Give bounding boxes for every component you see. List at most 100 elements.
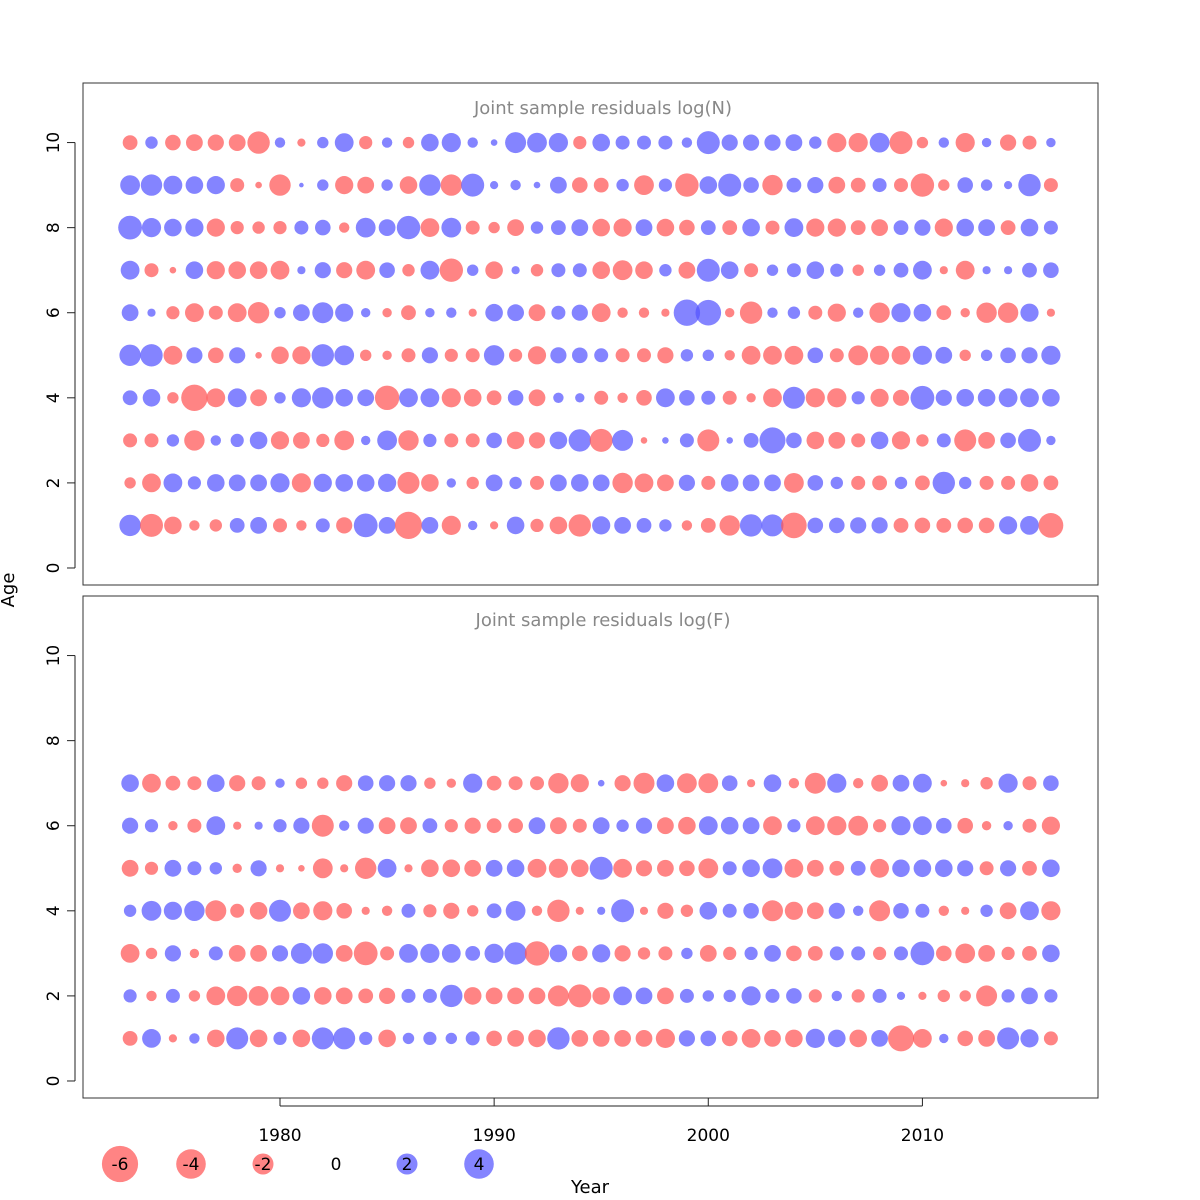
residual-bubble xyxy=(938,137,949,148)
residual-bubble xyxy=(830,476,843,490)
residual-bubble xyxy=(421,474,439,492)
residual-bubble xyxy=(700,1030,717,1047)
residual-bubble xyxy=(830,263,844,277)
residual-bubble xyxy=(140,513,163,537)
residual-bubble xyxy=(1000,860,1017,877)
residual-bubble xyxy=(681,137,693,148)
residual-bubble xyxy=(168,821,178,831)
residual-bubble xyxy=(290,942,312,964)
residual-bubble xyxy=(786,945,802,962)
residual-bubble xyxy=(467,905,479,917)
residual-bubble xyxy=(999,516,1018,535)
residual-bubble xyxy=(189,948,200,959)
residual-bubble xyxy=(784,218,804,238)
residual-bubble xyxy=(315,219,331,236)
residual-bubble xyxy=(400,775,417,792)
residual-bubble xyxy=(184,900,205,921)
residual-bubble xyxy=(187,861,202,876)
residual-bubble xyxy=(916,136,929,149)
residual-bubble xyxy=(550,347,567,364)
residual-bubble xyxy=(378,1029,396,1048)
residual-bubble xyxy=(207,774,225,792)
residual-bubble xyxy=(227,388,247,408)
residual-bubble xyxy=(871,774,888,792)
residual-bubble xyxy=(297,138,306,147)
residual-bubble xyxy=(446,778,456,788)
residual-bubble xyxy=(782,386,805,409)
residual-bubble xyxy=(163,901,182,920)
residual-bubble xyxy=(142,773,161,793)
residual-bubble xyxy=(1022,135,1037,150)
residual-bubble xyxy=(208,305,223,320)
residual-bubble xyxy=(702,990,714,1002)
residual-bubble xyxy=(232,863,242,873)
residual-bubble xyxy=(914,219,931,236)
residual-bubble xyxy=(163,175,183,195)
residual-bubble xyxy=(440,174,462,196)
residual-bubble xyxy=(960,308,970,318)
residual-bubble xyxy=(205,900,227,922)
residual-bubble xyxy=(1038,513,1064,538)
residual-bubble xyxy=(361,435,371,446)
residual-bubble xyxy=(206,388,226,408)
residual-bubble xyxy=(573,136,587,150)
residual-bubble xyxy=(635,987,653,1005)
residual-bubble xyxy=(661,308,670,317)
residual-bubble xyxy=(869,132,890,153)
residual-bubble xyxy=(402,1032,415,1045)
residual-bubble xyxy=(184,430,205,451)
residual-bubble xyxy=(848,133,868,153)
residual-bubble xyxy=(662,437,669,444)
residual-bubble xyxy=(485,261,503,280)
residual-bubble xyxy=(894,178,908,193)
residual-bubble xyxy=(656,388,675,408)
residual-bubble xyxy=(568,429,591,452)
residual-bubble xyxy=(446,478,456,488)
residual-bubble xyxy=(249,261,268,280)
residual-bubble xyxy=(227,303,247,323)
residual-bubble xyxy=(936,945,952,962)
residual-bubble xyxy=(254,821,263,830)
residual-bubble xyxy=(957,177,973,193)
residual-bubble xyxy=(292,987,311,1005)
residual-bubble xyxy=(592,474,610,492)
residual-bubble xyxy=(463,773,483,793)
residual-bubble xyxy=(787,819,801,833)
residual-bubble xyxy=(142,389,161,407)
residual-bubble xyxy=(614,945,631,962)
residual-bubble xyxy=(981,821,992,831)
y-tick-label: 6 xyxy=(44,820,64,831)
residual-bubble xyxy=(164,945,181,962)
residual-bubble xyxy=(1000,220,1016,236)
residual-bubble xyxy=(762,174,783,196)
residual-bubble xyxy=(699,902,718,920)
residual-bubble xyxy=(358,988,374,1004)
residual-bubble xyxy=(206,986,226,1006)
residual-bubble xyxy=(955,260,975,280)
residual-bubble xyxy=(1003,821,1013,831)
residual-bubble xyxy=(209,519,222,532)
residual-bubble xyxy=(889,131,913,155)
residual-bubble xyxy=(913,859,932,878)
residual-bubble xyxy=(206,176,225,195)
residual-bubble xyxy=(399,388,418,408)
residual-bubble xyxy=(508,348,523,362)
residual-bubble xyxy=(124,477,136,489)
y-tick-label: 10 xyxy=(44,132,64,154)
residual-bubble xyxy=(936,433,951,448)
residual-bubble xyxy=(530,475,544,490)
residual-bubble xyxy=(335,303,354,322)
residual-bubble xyxy=(548,133,569,153)
residual-bubble xyxy=(141,900,162,921)
residual-bubble xyxy=(957,517,973,534)
residual-bubble xyxy=(979,475,994,490)
residual-bubble xyxy=(680,904,694,917)
residual-bubble xyxy=(910,385,935,410)
residual-bubble xyxy=(978,1030,995,1047)
residual-bubble xyxy=(613,218,632,237)
residual-bubble xyxy=(188,990,201,1002)
residual-bubble xyxy=(527,858,547,878)
residual-bubble xyxy=(271,346,289,365)
residual-bubble xyxy=(269,899,291,922)
legend-bubble xyxy=(396,1153,418,1175)
